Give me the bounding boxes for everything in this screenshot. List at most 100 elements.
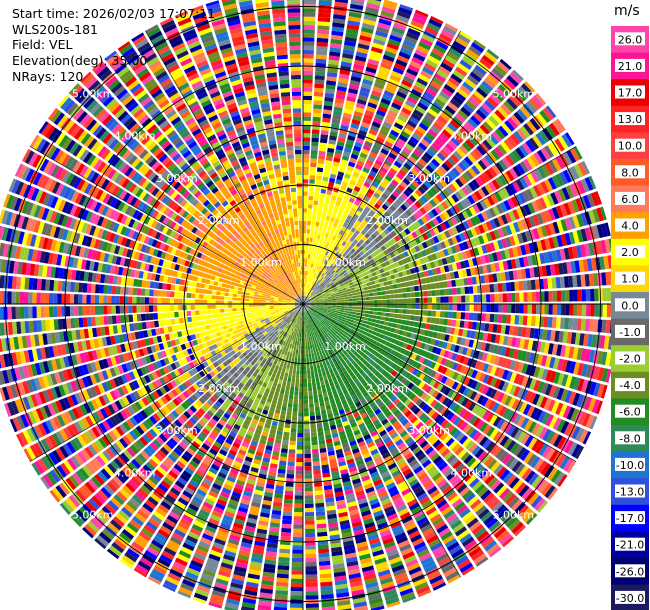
gate-cell [348,88,359,95]
gate-cell [319,257,323,262]
gate-cell [373,117,383,125]
gate-cell [304,470,312,475]
gate-cell [412,16,426,26]
gate-cell [401,287,407,293]
gate-cell [548,290,553,302]
gate-cell [397,184,405,192]
gate-cell [466,49,480,60]
gate-cell [320,405,326,411]
gate-cell [291,557,303,563]
gate-cell [332,161,340,167]
gate-cell [365,192,373,199]
gate-cell [390,299,395,304]
gate-cell [347,20,361,27]
gate-cell [312,453,320,458]
gate-cell [308,284,311,289]
gate-cell [331,212,337,219]
gate-cell [418,41,432,51]
gate-cell [360,170,368,178]
gate-cell [315,415,322,420]
gate-cell [350,242,356,248]
gate-cell [335,237,340,243]
gate-cell [305,603,319,608]
gate-cell [309,357,313,362]
gate-cell [425,87,438,97]
gate-cell [367,102,378,109]
gate-cell [294,386,299,392]
gate-cell [284,490,294,496]
gate-cell [322,240,327,246]
gate-cell [324,232,330,238]
gate-cell [356,226,363,233]
gate-cell [386,113,396,122]
gate-cell [409,136,419,145]
gate-cell [325,88,335,94]
gate-cell [365,223,372,230]
gate-cell [310,233,314,239]
gate-cell [335,94,346,100]
gate-cell [339,244,345,250]
gate-cell [307,293,311,298]
gate-cell [306,233,310,238]
gate-cell [315,511,326,516]
gate-cell [378,196,386,203]
gate-cell [357,178,365,185]
gate-cell [448,77,461,87]
gate-cell [306,225,311,230]
gate-cell [295,482,303,488]
gate-cell [377,22,391,30]
gate-cell [359,189,367,196]
gate-cell [448,304,453,311]
gate-cell [464,312,470,320]
gate-cell [367,58,380,66]
gate-cell [349,127,358,134]
gate-cell [336,224,342,230]
gate-cell [348,230,354,237]
gate-cell [485,313,491,322]
gate-cell [343,108,353,115]
gate-cell [373,192,381,199]
gate-cell [341,57,353,64]
gate-cell [407,298,412,303]
gate-cell [403,127,413,136]
gate-cell [336,305,341,308]
gate-cell [430,125,441,135]
gate-cell [336,302,341,304]
gate-cell [282,511,293,517]
gate-cell [348,301,353,304]
gate-cell [310,280,313,285]
gate-cell [386,82,398,90]
gate-cell [486,74,499,86]
gate-cell [305,528,315,534]
gate-cell [312,361,316,366]
gate-cell [452,287,457,295]
gate-cell [341,241,347,247]
gate-cell [285,355,289,361]
gate-cell [381,295,387,300]
gate-cell [382,121,393,129]
gate-cell [375,30,388,38]
gate-cell [315,58,327,64]
gate-cell [345,32,358,39]
gate-cell [340,124,349,131]
gate-cell [329,248,334,254]
gate-cell [308,294,312,298]
gate-cell [369,185,377,192]
gate-cell [435,40,449,51]
gate-cell [318,150,326,156]
gate-cell [560,290,566,302]
gate-cell [367,0,381,6]
gate-cell [318,12,331,18]
gate-cell [365,136,375,144]
gate-cell [376,26,390,34]
gate-cell [304,507,314,513]
gate-cell [323,254,328,260]
gate-cell [393,313,399,319]
gate-cell [307,212,312,217]
gate-cell [371,181,379,188]
gate-cell [359,223,366,229]
gate-cell [344,173,351,180]
gate-cell [473,304,478,312]
gate-cell [452,304,458,311]
gate-cell [393,176,402,184]
